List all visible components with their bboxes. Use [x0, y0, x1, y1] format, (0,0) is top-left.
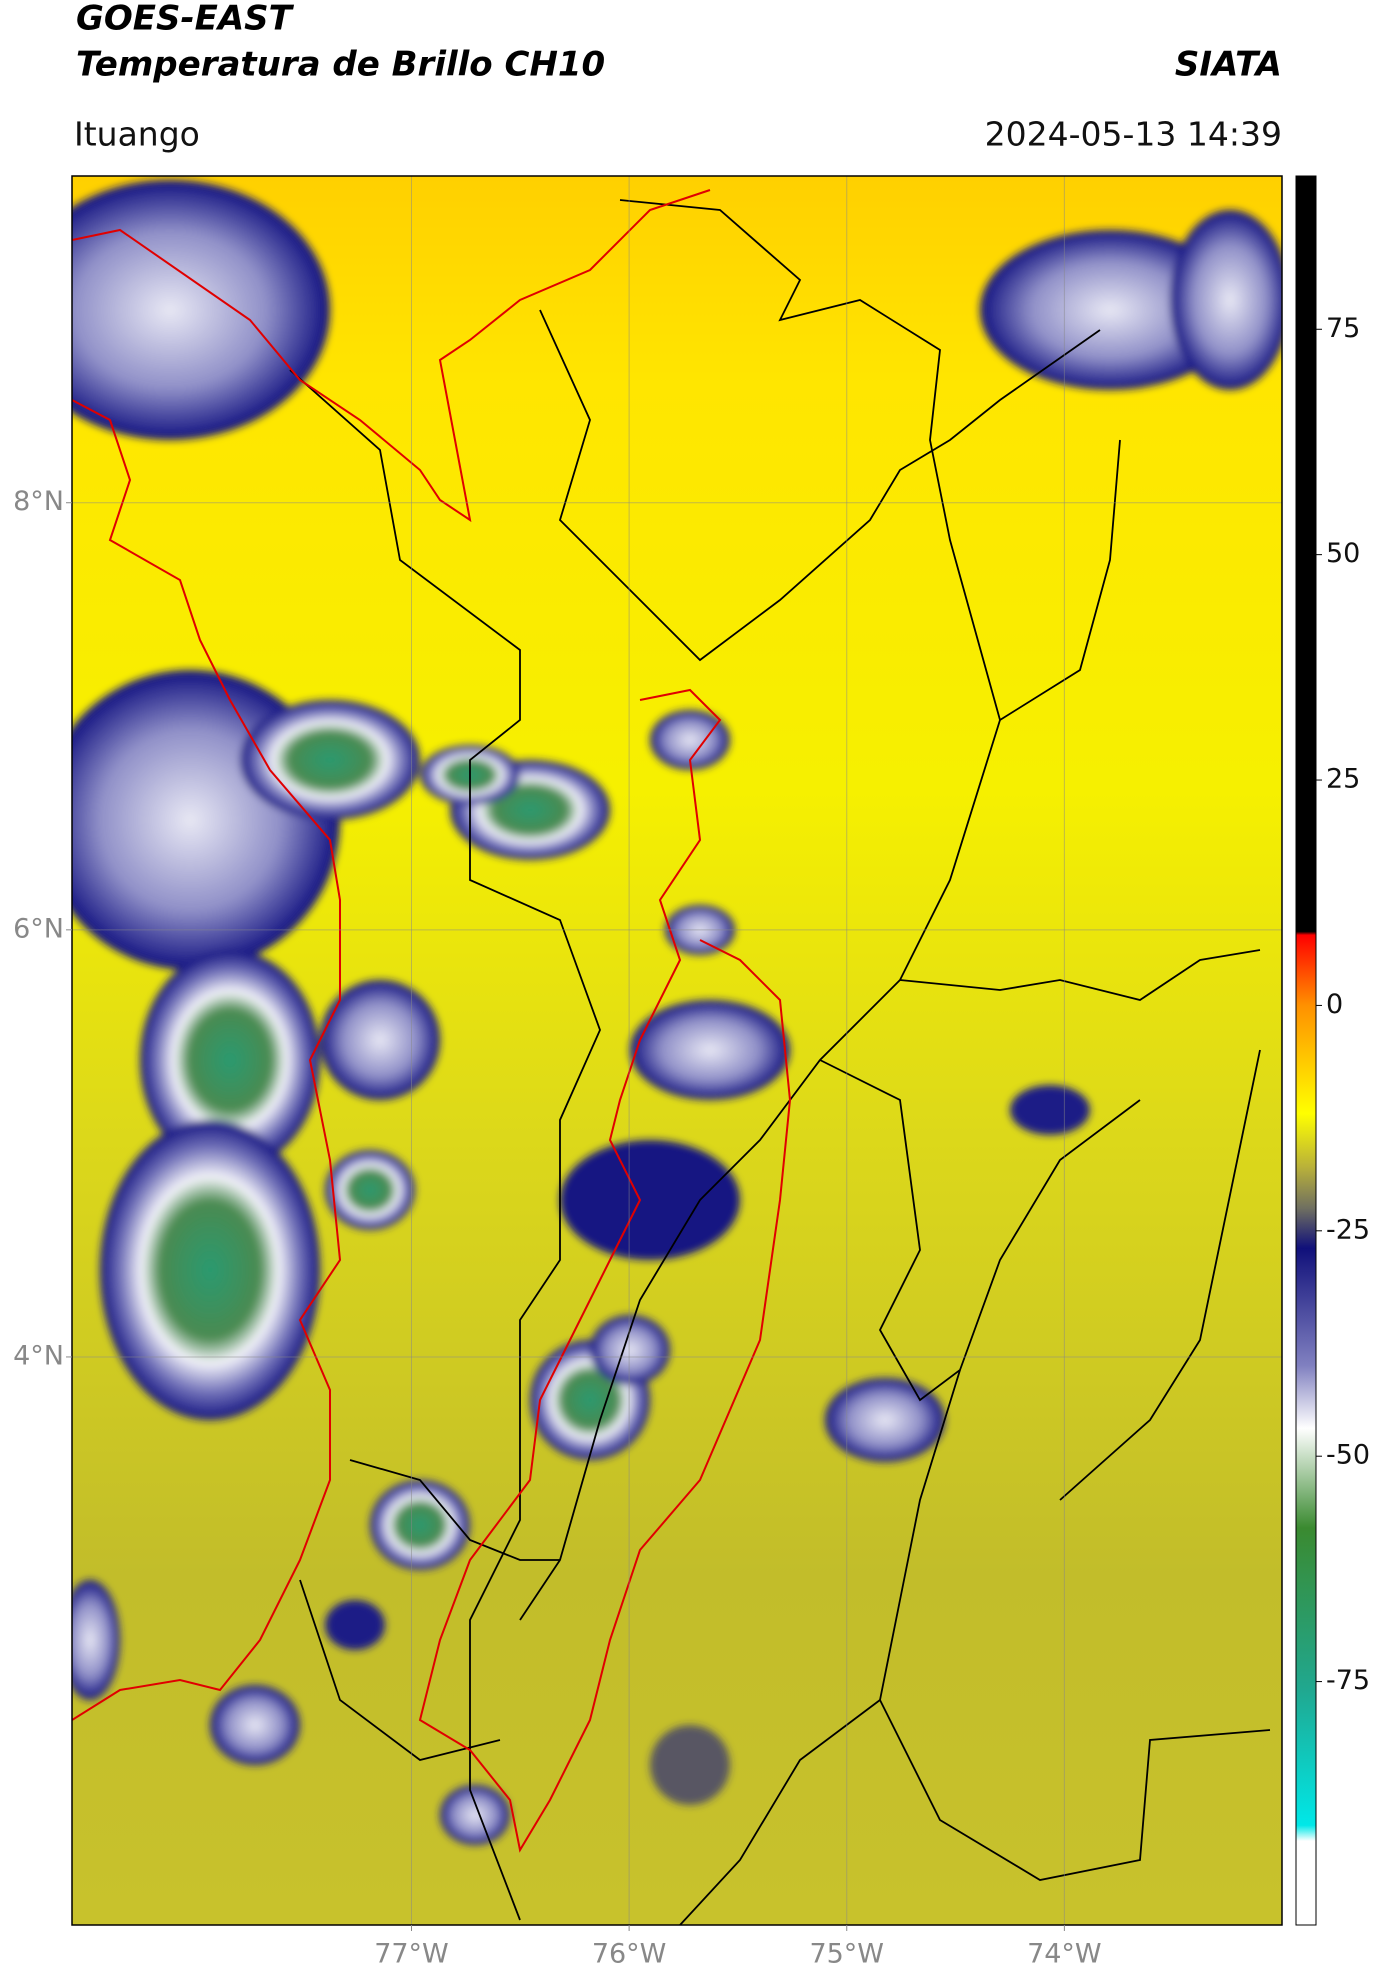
colorbar-tick-label: -75 — [1326, 1665, 1370, 1696]
colorbar — [1295, 175, 1317, 1926]
subtitle: Temperatura de Brillo CH10 — [76, 45, 605, 85]
colorbar-tick-label: -50 — [1326, 1440, 1370, 1471]
title: GOES-EAST — [76, 0, 295, 39]
x-tick-label: 77°W — [374, 1939, 449, 1970]
grid — [72, 176, 1282, 1925]
y-tick-label: 6°N — [13, 913, 64, 944]
datetime: 2024-05-13 14:39 — [985, 115, 1282, 154]
colorbar-tick-label: 50 — [1326, 538, 1360, 569]
y-tick-label: 8°N — [13, 486, 64, 517]
brand: SIATA — [1175, 45, 1282, 85]
location: Ituango — [74, 115, 200, 154]
x-tick-label: 75°W — [809, 1939, 884, 1970]
map-frame — [71, 175, 1283, 1926]
x-tick-label: 74°W — [1027, 1939, 1102, 1970]
colorbar-tick-label: 25 — [1326, 764, 1360, 795]
colorbar-tick-label: 0 — [1326, 989, 1343, 1020]
x-tick-label: 76°W — [592, 1939, 667, 1970]
colorbar-tick-label: 75 — [1326, 313, 1360, 344]
colorbar-tick-label: -25 — [1326, 1214, 1370, 1245]
satellite-image — [72, 176, 1282, 1925]
y-tick-label: 4°N — [13, 1340, 64, 1371]
